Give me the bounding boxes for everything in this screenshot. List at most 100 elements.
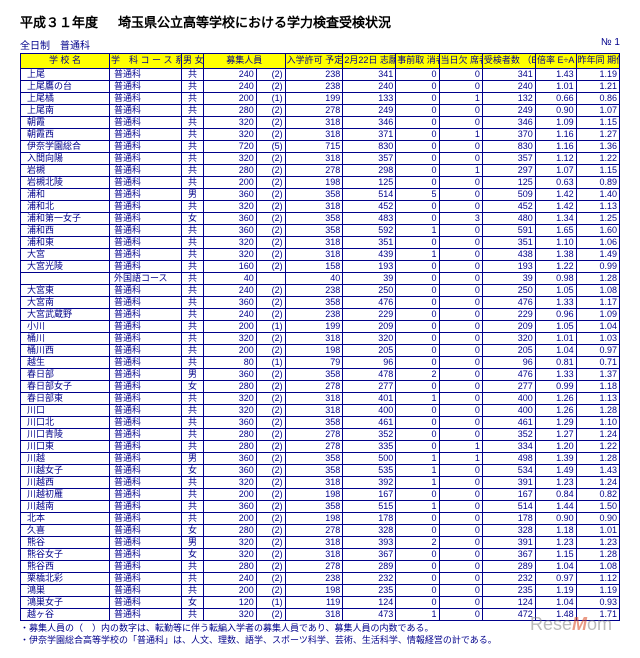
cell: 朝霞 bbox=[21, 116, 110, 128]
cell: 534 bbox=[482, 464, 535, 476]
cell: 1 bbox=[439, 452, 482, 464]
cell: 普通科 bbox=[110, 536, 182, 548]
cell: 229 bbox=[482, 308, 535, 320]
cell: 0 bbox=[439, 404, 482, 416]
cell: 0 bbox=[439, 356, 482, 368]
cell: 0 bbox=[439, 236, 482, 248]
cell: 1.04 bbox=[576, 320, 619, 332]
cell: 240 bbox=[203, 572, 256, 584]
cell: 普通科 bbox=[110, 224, 182, 236]
table-row: 上尾鷹の台普通科共240(2)238240002401.011.21 bbox=[21, 80, 620, 92]
cell: (2) bbox=[256, 464, 285, 476]
cell: 439 bbox=[343, 248, 396, 260]
cell: 普通科 bbox=[110, 320, 182, 332]
cell: 共 bbox=[182, 476, 204, 488]
cell: 1.10 bbox=[535, 236, 576, 248]
cell: 320 bbox=[203, 476, 256, 488]
cell: 0.82 bbox=[576, 488, 619, 500]
cell: 0 bbox=[439, 260, 482, 272]
cell: 普通科 bbox=[110, 428, 182, 440]
cell: 229 bbox=[343, 308, 396, 320]
table-row: 浦和第一女子普通科女360(2)358483034801.341.25 bbox=[21, 212, 620, 224]
cell: 1.42 bbox=[535, 200, 576, 212]
cell: 0 bbox=[396, 332, 439, 344]
cell: 0.96 bbox=[535, 308, 576, 320]
cell: 0 bbox=[439, 500, 482, 512]
cell: 367 bbox=[343, 548, 396, 560]
cell: 830 bbox=[343, 140, 396, 152]
cell: 480 bbox=[482, 212, 535, 224]
cell: 共 bbox=[182, 560, 204, 572]
cell: (2) bbox=[256, 524, 285, 536]
cell: 共 bbox=[182, 68, 204, 80]
cell: 358 bbox=[285, 212, 343, 224]
cell: 0 bbox=[396, 440, 439, 452]
cell: 478 bbox=[343, 368, 396, 380]
cell: 大宮 bbox=[21, 248, 110, 260]
cell: 普通科 bbox=[110, 440, 182, 452]
cell: 0 bbox=[396, 236, 439, 248]
cell: 357 bbox=[482, 152, 535, 164]
cell: 普通科 bbox=[110, 368, 182, 380]
cell: 240 bbox=[203, 308, 256, 320]
cell: 1.22 bbox=[535, 260, 576, 272]
cell: 1.27 bbox=[576, 128, 619, 140]
cell: 278 bbox=[285, 164, 343, 176]
cell: 238 bbox=[285, 80, 343, 92]
cell: 0 bbox=[396, 560, 439, 572]
th-name: 学 校 名 bbox=[21, 54, 110, 69]
cell: (2) bbox=[256, 428, 285, 440]
cell: (2) bbox=[256, 200, 285, 212]
th-sex: 男 女 共 bbox=[182, 54, 204, 69]
cell: 125 bbox=[343, 176, 396, 188]
cell: 普通科 bbox=[110, 140, 182, 152]
cell: 0 bbox=[396, 284, 439, 296]
cell: 1 bbox=[396, 500, 439, 512]
table-row: 川越普通科男360(2)358500114981.391.28 bbox=[21, 452, 620, 464]
cell: 普通科 bbox=[110, 296, 182, 308]
cell: 普通科 bbox=[110, 596, 182, 608]
cell: 297 bbox=[482, 164, 535, 176]
cell: 124 bbox=[482, 596, 535, 608]
subtitle-right: № 1 bbox=[601, 37, 620, 52]
cell: 0 bbox=[439, 608, 482, 620]
cell: 普通科 bbox=[110, 164, 182, 176]
cell: 普通科 bbox=[110, 116, 182, 128]
note-1: ・募集人員の（ ）内の数字は、転勤等に伴う転編入学者の募集人員であり、募集人員の… bbox=[20, 623, 620, 635]
cell: 大宮武蔵野 bbox=[21, 308, 110, 320]
cell: 普通科 bbox=[110, 260, 182, 272]
cell: 1.15 bbox=[535, 548, 576, 560]
table-row: 伊奈学園総合普通科共720(5)715830008301.161.36 bbox=[21, 140, 620, 152]
cell: 318 bbox=[285, 248, 343, 260]
cell: 0 bbox=[439, 560, 482, 572]
cell: 205 bbox=[343, 344, 396, 356]
cell: 235 bbox=[343, 584, 396, 596]
cell bbox=[256, 272, 285, 284]
cell: 1.65 bbox=[535, 224, 576, 236]
cell: 335 bbox=[343, 440, 396, 452]
cell: 普通科 bbox=[110, 392, 182, 404]
table-row: 春日部普通科男360(2)358478204761.331.37 bbox=[21, 368, 620, 380]
cell: 0.90 bbox=[576, 512, 619, 524]
cell: 3 bbox=[439, 212, 482, 224]
cell: 193 bbox=[482, 260, 535, 272]
cell: 133 bbox=[343, 92, 396, 104]
cell: 360 bbox=[203, 416, 256, 428]
cell: 普通科 bbox=[110, 200, 182, 212]
table-row: 川口北普通科共360(2)358461004611.291.10 bbox=[21, 416, 620, 428]
cell: 川越西 bbox=[21, 476, 110, 488]
cell: 1.12 bbox=[576, 572, 619, 584]
cell: 共 bbox=[182, 356, 204, 368]
cell: 普通科 bbox=[110, 512, 182, 524]
cell: 0 bbox=[396, 128, 439, 140]
cell: 0 bbox=[396, 380, 439, 392]
cell: 川越女子 bbox=[21, 464, 110, 476]
cell: 0 bbox=[439, 572, 482, 584]
cell: 318 bbox=[285, 392, 343, 404]
cell: 1.60 bbox=[576, 224, 619, 236]
cell: 205 bbox=[482, 344, 535, 356]
cell: 共 bbox=[182, 404, 204, 416]
cell: 1.17 bbox=[576, 296, 619, 308]
cell: 1.33 bbox=[535, 368, 576, 380]
cell: 79 bbox=[285, 356, 343, 368]
